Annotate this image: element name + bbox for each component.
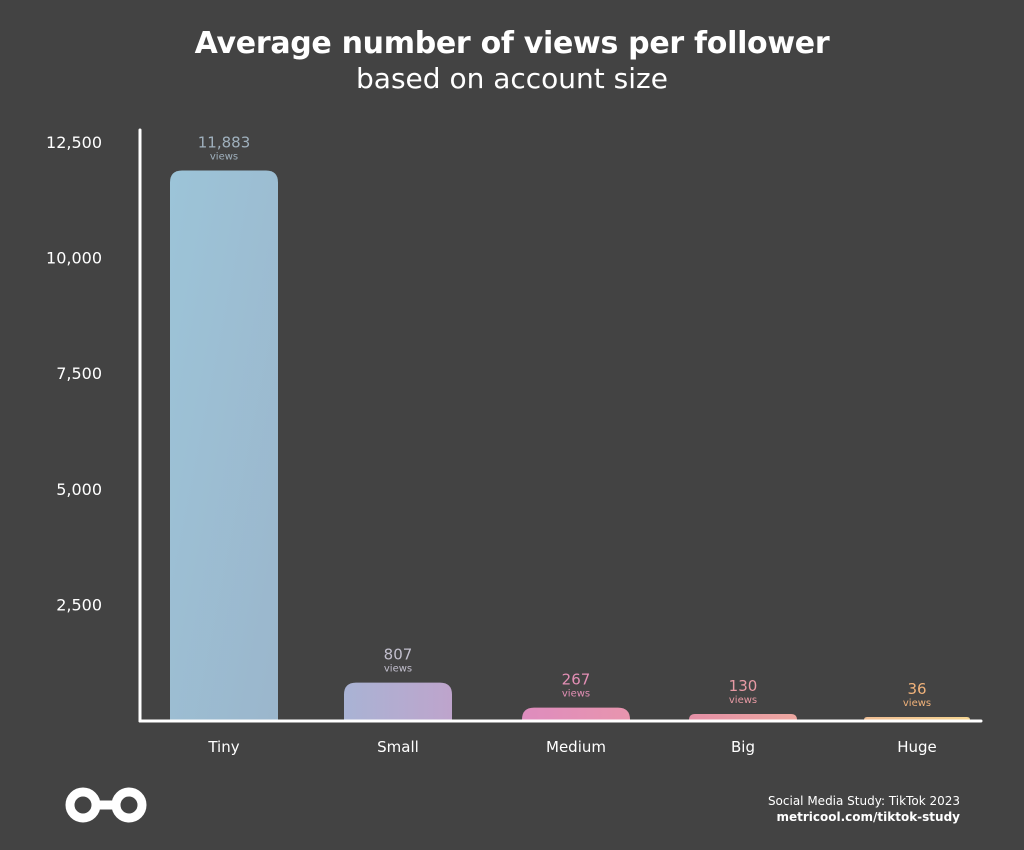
bar-big [689,713,797,720]
x-tick-big: Big [731,738,755,756]
x-tick-huge: Huge [897,738,937,756]
bar-medium [522,707,630,720]
value-unit-big: views [729,695,757,706]
source-note: Social Media Study: TikTok 2023 metricoo… [768,793,960,825]
value-label-medium: 267 [562,671,591,689]
y-tick-7500: 7,500 [56,364,102,383]
x-tick-medium: Medium [546,738,606,756]
y-tick-12500: 12,500 [46,133,102,152]
y-tick-10000: 10,000 [46,249,102,268]
x-tick-tiny: Tiny [207,738,239,756]
metricool-infinity-icon [65,787,147,823]
value-unit-medium: views [562,689,590,700]
value-label-huge: 36 [907,680,926,698]
value-label-small: 807 [384,646,413,664]
bar-huge [864,717,970,720]
y-tick-2500: 2,500 [56,595,102,614]
chart-subtitle: based on account size [356,62,668,95]
value-unit-small: views [384,664,412,675]
source-line: Social Media Study: TikTok 2023 [767,794,960,808]
bar-tiny [170,170,278,720]
chart-title: Average number of views per follower [194,26,830,61]
value-unit-huge: views [903,698,931,709]
source-url: metricool.com/tiktok-study [776,810,960,824]
bar-small [344,682,452,720]
value-unit-tiny: views [210,152,238,163]
x-tick-small: Small [377,738,419,756]
value-label-big: 130 [729,677,758,695]
value-label-tiny: 11,883 [198,134,251,152]
y-tick-5000: 5,000 [56,480,102,499]
